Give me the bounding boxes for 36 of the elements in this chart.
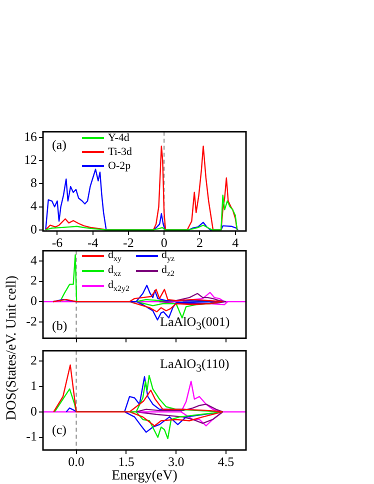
legend-label: O-2p <box>108 159 131 173</box>
y-tick-label: -2 <box>26 313 37 328</box>
legend-label: d$_{z2}$ <box>162 263 175 278</box>
legend-label: d$_{xz}$ <box>108 263 122 278</box>
x-tick-label: -2 <box>123 235 134 250</box>
annotation: (c) <box>52 422 66 438</box>
x-axis-title: Energy(eV) <box>112 468 178 484</box>
x-tick-label: 4 <box>232 235 240 250</box>
x-tick-label: -4 <box>87 235 99 250</box>
x-tick-label: 0 <box>160 235 168 250</box>
annotation: (b) <box>52 318 68 334</box>
y-tick-label: 8 <box>30 175 37 190</box>
y-tick-label: 4 <box>30 198 38 214</box>
y-tick-label: 2 <box>30 272 37 288</box>
y-tick-label: 4 <box>30 252 38 268</box>
legend-label: Y-4d <box>108 131 130 145</box>
y-axis-title: DOS(States/eV. Unit cell) <box>4 276 20 420</box>
x-tick-label: 3.0 <box>168 454 184 470</box>
y-tick-label: 0 <box>30 293 37 308</box>
y-tick-label: 0 <box>30 221 37 236</box>
x-tick-label: 0.0 <box>68 454 84 470</box>
y-tick-label: 2 <box>30 352 37 368</box>
x-tick-label: 1.5 <box>118 454 134 470</box>
legend-label: Ti-3d <box>108 145 132 159</box>
legend-label: d$_{x2y2}$ <box>108 278 130 294</box>
x-tick-label: -6 <box>52 235 64 250</box>
x-tick-label: 2 <box>196 235 203 250</box>
annotation: LaAlO$_{3}$(001) <box>160 314 230 333</box>
y-tick-label: 0 <box>30 403 37 418</box>
y-tick-label: 12 <box>24 152 37 168</box>
annotation: LaAlO$_{3}$(110) <box>160 356 230 375</box>
y-tick-label: -1 <box>26 428 37 444</box>
annotation: (a) <box>52 137 66 153</box>
x-tick-label: 4.5 <box>218 454 234 470</box>
y-tick-label: 16 <box>24 128 38 144</box>
y-tick-label: 1 <box>30 378 37 393</box>
